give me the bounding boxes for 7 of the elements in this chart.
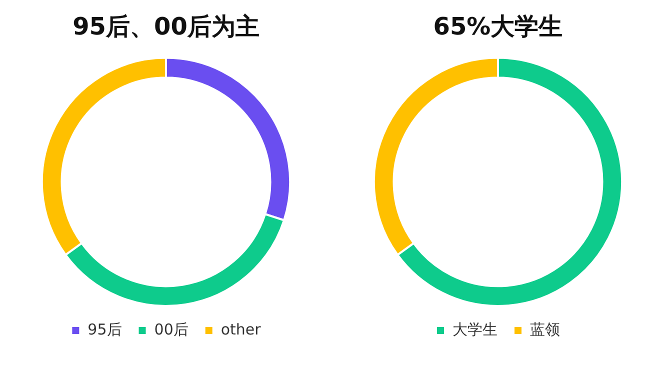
legend-label: 00后 xyxy=(154,320,188,338)
chart-title: 95后、00后为主 xyxy=(72,12,260,41)
chart-title: 65%大学生 xyxy=(433,12,563,41)
legend-label: 95后 xyxy=(88,320,122,338)
legend-label: 大学生 xyxy=(452,320,498,338)
legend-label: 蓝领 xyxy=(530,320,560,338)
legend-label: other xyxy=(220,320,262,338)
